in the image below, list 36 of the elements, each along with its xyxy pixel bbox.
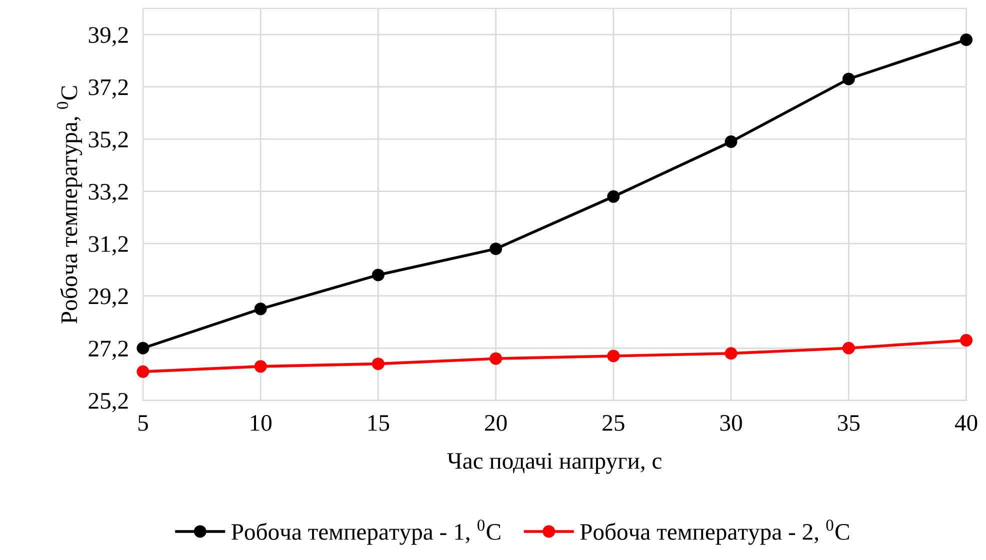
- y-tick-label: 29,2: [88, 288, 128, 308]
- point: [136, 365, 150, 378]
- point: [490, 242, 502, 256]
- legend-label: Робоча температура - 1, $^{0}$С: [232, 520, 500, 545]
- point: [724, 347, 738, 360]
- point: [607, 190, 620, 203]
- y-tick-label: 37,2: [88, 79, 128, 99]
- y-tick-label: 33,2: [88, 184, 128, 204]
- x-tick-label: 5: [138, 415, 148, 431]
- point: [490, 352, 502, 365]
- legend-label: Робоча температура - 2, $^{0}$С: [580, 520, 849, 545]
- y-tick-label: 35,2: [88, 132, 128, 151]
- point: [724, 135, 738, 148]
- x-tick-label: 20: [485, 414, 507, 431]
- y-tick-label: 39,2: [88, 27, 128, 46]
- point: [607, 350, 620, 362]
- x-tick-label: 35: [838, 415, 860, 431]
- point: [372, 358, 384, 370]
- x-tick-label: 25: [602, 415, 624, 431]
- x-tick-label: 15: [368, 415, 390, 431]
- x-tick-label: 40: [954, 414, 978, 431]
- x-tick-label: 30: [720, 414, 742, 431]
- y-tick-label: 25,2: [88, 392, 128, 412]
- x-tick-label: 10: [250, 414, 272, 431]
- point: [254, 302, 267, 316]
- point: [372, 268, 384, 282]
- point: [842, 72, 855, 86]
- point: [960, 34, 973, 46]
- point: [842, 342, 855, 354]
- point: [254, 360, 267, 373]
- y-axis-title: Робоча температура, $^{0}$С: [56, 86, 82, 324]
- y-tick-label: 27,2: [88, 340, 128, 360]
- x-axis-title: Час подачі напруги, с: [447, 453, 662, 474]
- point: [960, 334, 973, 347]
- point: [136, 342, 150, 354]
- y-tick-label: 31,2: [88, 236, 128, 256]
